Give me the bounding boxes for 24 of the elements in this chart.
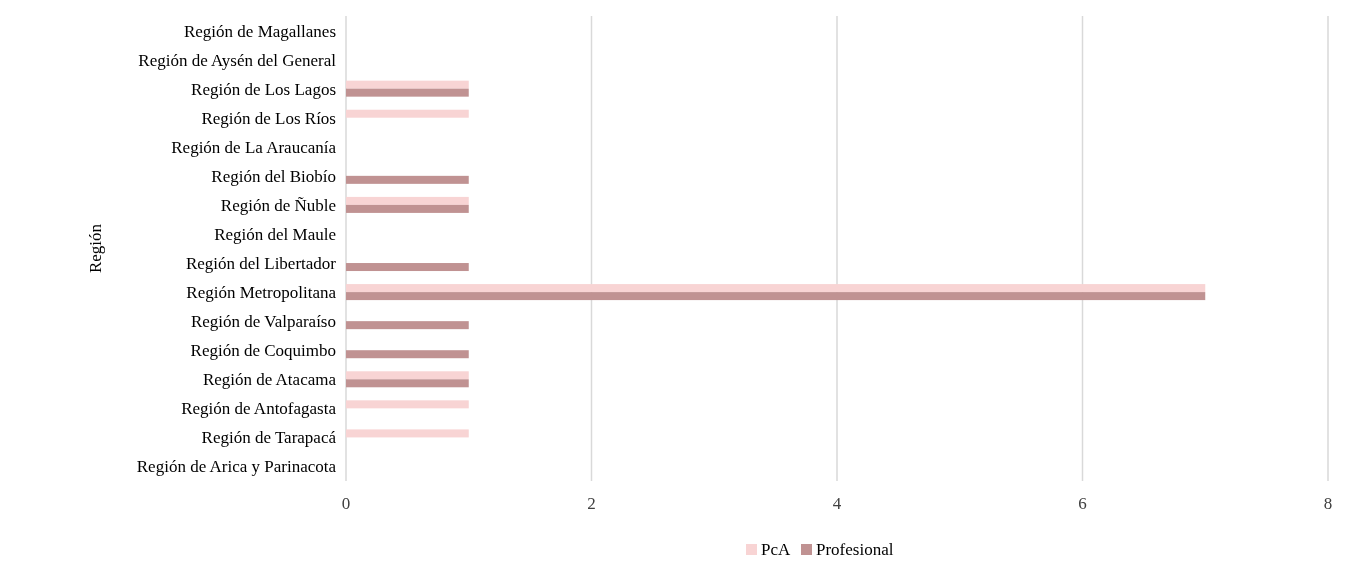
x-tick-label: 8 (1323, 494, 1333, 513)
y-tick-label: Región de La Araucanía (171, 137, 337, 157)
y-tick-label: Región de Los Lagos (191, 79, 336, 99)
y-tick-label: Región de Antofagasta (181, 399, 337, 419)
y-tick-label: Región de Los Ríos (201, 108, 336, 128)
y-tick-label: Región de Ñuble (220, 195, 336, 215)
y-tick-label: Región del Maule (214, 224, 336, 244)
y-tick-label: Región de Coquimbo (190, 341, 336, 361)
x-tick-label: 4 (832, 494, 842, 513)
x-tick-label: 2 (587, 494, 596, 513)
y-tick-label: Región de Valparaíso (190, 312, 336, 332)
y-tick-label: Región Metropolitana (186, 283, 337, 303)
legend-label: Profesional (816, 540, 894, 559)
y-tick-label: Región de Atacama (202, 370, 337, 390)
x-tick-label: 6 (1078, 494, 1087, 513)
y-tick-label: Región de Tarapacá (201, 428, 337, 448)
y-tick-label: Región de Arica y Parinacota (136, 457, 337, 477)
y-axis-title: Región (85, 223, 105, 274)
y-tick-label: Región de Aysén del General (138, 50, 337, 70)
y-tick-label: Región del Libertador (185, 254, 337, 274)
legend-label: PcA (761, 540, 791, 559)
y-tick-label: Región de Magallanes (183, 21, 336, 41)
x-tick-label: 0 (341, 494, 351, 513)
y-tick-label: Región del Biobío (211, 166, 336, 186)
